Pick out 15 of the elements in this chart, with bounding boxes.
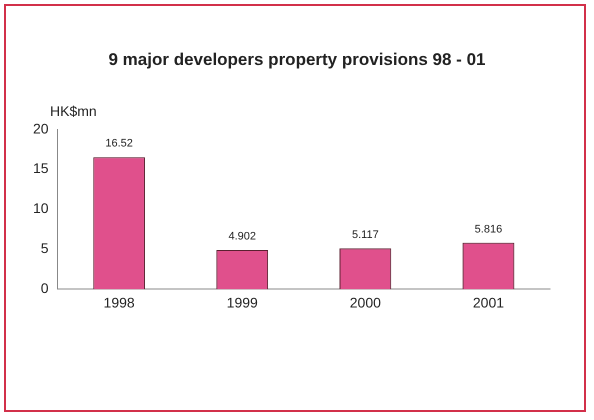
x-tick-label: 1998 [104, 294, 135, 310]
x-tick-label: 2001 [472, 294, 504, 310]
y-tick-label: 10 [32, 200, 49, 216]
y-tick-label: 0 [40, 280, 49, 296]
x-tick-label: 2000 [350, 294, 382, 310]
y-tick-label: 15 [32, 160, 49, 176]
data-label: 4.902 [228, 230, 256, 243]
data-label: 5.816 [474, 223, 502, 236]
x-tick-label: 1999 [226, 294, 258, 310]
data-label: 5.117 [352, 228, 379, 241]
y-axis-title: HK$mn [50, 103, 97, 119]
y-tick-label: 20 [32, 120, 49, 136]
data-label: 16.52 [105, 138, 133, 150]
chart-title: 9 major developers property provisions 98 - 01 [108, 50, 486, 70]
y-tick-label: 5 [40, 240, 49, 256]
